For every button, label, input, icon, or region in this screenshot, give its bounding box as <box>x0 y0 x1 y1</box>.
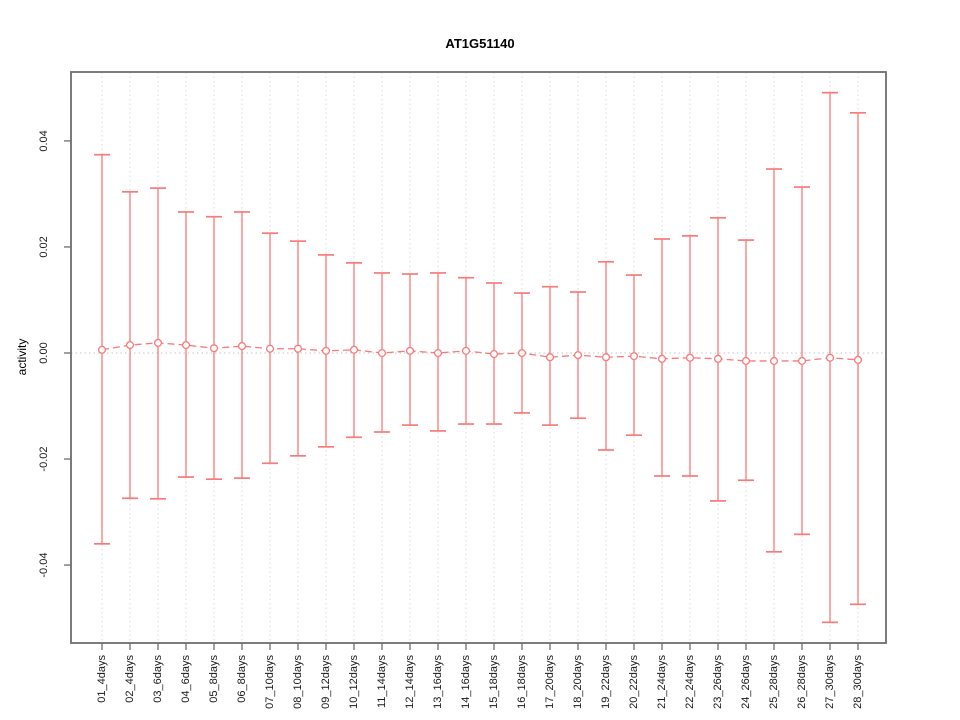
data-point <box>405 346 415 355</box>
x-tick-label: 03_6days <box>152 655 164 703</box>
data-point <box>685 353 695 362</box>
x-tick-label: 20_22days <box>628 655 640 709</box>
x-tick-label: 11_14days <box>376 655 388 709</box>
data-point <box>517 348 527 358</box>
data-point <box>545 353 555 362</box>
data-point <box>181 340 191 350</box>
x-tick-label: 19_22days <box>600 655 612 709</box>
x-tick-label: 25_28days <box>768 655 780 709</box>
y-tick-label: 0.00 <box>38 342 50 363</box>
x-tick-label: 16_18days <box>516 655 528 709</box>
x-tick-label: 23_26days <box>712 655 724 709</box>
data-point <box>433 348 443 358</box>
data-point <box>741 356 751 365</box>
data-point <box>321 346 331 355</box>
data-point <box>377 348 387 358</box>
x-tick-label: 22_24days <box>684 655 696 709</box>
data-point <box>293 344 303 353</box>
data-point <box>573 351 583 360</box>
y-tick-label: 0.02 <box>38 236 50 257</box>
data-point <box>489 350 499 359</box>
x-tick-label: 06_8days <box>236 655 248 703</box>
data-point <box>153 338 163 347</box>
data-point <box>97 345 107 354</box>
x-tick-label: 14_16days <box>460 655 472 709</box>
x-tick-label: 18_20days <box>572 655 584 709</box>
data-point <box>125 340 135 350</box>
data-point <box>657 354 667 363</box>
x-tick-label: 28_30days <box>852 655 864 709</box>
x-tick-label: 13_16days <box>432 655 444 709</box>
y-tick-label: 0.04 <box>38 130 50 151</box>
data-point <box>825 353 835 362</box>
x-tick-label: 24_26days <box>740 655 752 709</box>
x-tick-label: 05_8days <box>208 655 220 703</box>
data-point <box>209 344 219 353</box>
mean-line <box>101 342 859 362</box>
x-tick-label: 01_4days <box>96 655 108 703</box>
x-tick-label: 07_10days <box>264 655 276 709</box>
data-point <box>265 344 275 353</box>
chart-title: AT1G51140 <box>445 36 515 51</box>
data-point <box>601 353 611 362</box>
x-tick-label: 02_4days <box>124 655 136 703</box>
x-tick-label: 08_10days <box>292 655 304 709</box>
x-tick-label: 12_14days <box>404 655 416 709</box>
data-point <box>853 355 863 364</box>
data-point <box>349 345 359 354</box>
x-tick-label: 15_18days <box>488 655 500 709</box>
x-tick-label: 21_24days <box>656 655 668 709</box>
data-point <box>769 356 779 365</box>
x-tick-label: 04_6days <box>180 655 192 703</box>
data-point <box>629 352 639 361</box>
plot-box <box>70 71 887 644</box>
data-point <box>461 346 471 355</box>
x-tick-label: 26_28days <box>796 655 808 709</box>
y-tick-label: -0.02 <box>38 446 50 471</box>
y-tick-label: -0.04 <box>38 553 50 578</box>
x-tick-label: 27_30days <box>824 655 836 709</box>
x-tick-label: 09_12days <box>320 655 332 709</box>
data-point <box>713 354 723 363</box>
data-point <box>797 356 807 365</box>
x-tick-label: 10_12days <box>348 655 360 709</box>
data-point <box>237 342 247 351</box>
x-tick-label: 17_20days <box>544 655 556 709</box>
